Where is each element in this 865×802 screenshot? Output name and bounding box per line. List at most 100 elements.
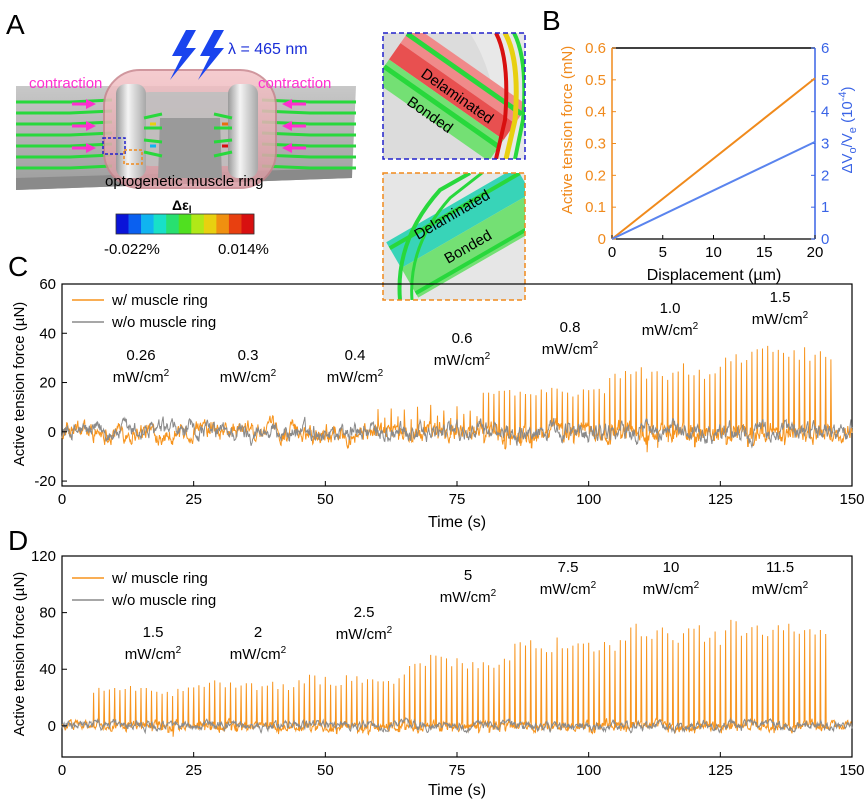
electrode-stripe bbox=[16, 131, 113, 137]
x-tick-label: 150 bbox=[839, 491, 864, 508]
intensity-label: 7.5 bbox=[558, 559, 579, 576]
colorbar-swatch bbox=[128, 214, 142, 234]
x-tick-label: 5 bbox=[659, 244, 667, 261]
ylabel-right-part: /V bbox=[839, 133, 856, 147]
ylabel-right-part: o bbox=[847, 147, 859, 153]
x-tick-label: 75 bbox=[449, 762, 466, 779]
electrode-stripe bbox=[261, 164, 356, 170]
panel-b-ylabel-right: ΔVo/Ve (10-4) bbox=[837, 86, 859, 173]
panel-b-ylabel-left: Active tension force (mN) bbox=[559, 46, 576, 214]
intensity-unit: mW/cm2 bbox=[440, 588, 497, 606]
colorbar-swatch bbox=[153, 214, 167, 234]
colorbar-swatch bbox=[228, 214, 242, 234]
inset-delaminated-bottom: Delaminated Bonded bbox=[382, 172, 526, 301]
y-tick-label: 40 bbox=[39, 661, 56, 678]
intensity-label: 0.26 bbox=[126, 347, 155, 364]
y-tick-label-right: 6 bbox=[821, 40, 829, 57]
intensity-unit: mW/cm2 bbox=[230, 645, 287, 663]
unit-superscript: 2 bbox=[593, 340, 599, 351]
y-tick-label-left: 0.1 bbox=[585, 199, 606, 216]
intensity-label: 2 bbox=[254, 624, 262, 641]
electrode-stripe bbox=[16, 153, 113, 159]
electrode-stripe bbox=[261, 120, 356, 126]
intensity-label: 0.3 bbox=[238, 347, 259, 364]
colorbar-swatch bbox=[241, 214, 255, 234]
x-tick-label: 125 bbox=[708, 762, 733, 779]
intensity-label: 0.6 bbox=[452, 330, 473, 347]
unit-superscript: 2 bbox=[281, 645, 287, 656]
x-tick-label: 25 bbox=[185, 762, 202, 779]
panel-d-xlabel: Time (s) bbox=[428, 782, 486, 799]
y-tick-label-right: 1 bbox=[821, 199, 829, 216]
x-tick-label: 15 bbox=[756, 244, 773, 261]
colorbar-swatch bbox=[216, 214, 230, 234]
y-tick-label-right: 5 bbox=[821, 72, 829, 89]
inset-delaminated-top: Delaminated Bonded bbox=[382, 32, 526, 160]
x-tick-label: 100 bbox=[576, 762, 601, 779]
series-line-with-muscle-ring bbox=[61, 345, 853, 453]
ylabel-right-part: -4 bbox=[837, 91, 849, 101]
y-tick-label: 40 bbox=[39, 325, 56, 342]
colorbar-title: Δεl bbox=[172, 197, 192, 216]
unit-superscript: 2 bbox=[176, 645, 182, 656]
unit-superscript: 2 bbox=[693, 321, 699, 332]
colorbar-swatch bbox=[116, 214, 129, 234]
intensity-label: 11.5 bbox=[766, 559, 794, 576]
y-tick-label: 60 bbox=[39, 276, 56, 293]
intensity-label: 10 bbox=[663, 559, 680, 576]
panel-b-letter: B bbox=[542, 5, 561, 36]
series-line-with-muscle-ring bbox=[61, 619, 853, 737]
electrode-stripe bbox=[16, 109, 113, 115]
electrode-stripe bbox=[16, 142, 113, 148]
electrode-stripe bbox=[261, 98, 356, 104]
y-tick-label-left: 0 bbox=[598, 231, 606, 248]
ylabel-right-part: (10 bbox=[839, 101, 856, 127]
colorbar-frame bbox=[115, 213, 255, 235]
intensity-unit: mW/cm2 bbox=[220, 368, 277, 386]
ylabel-right-part: e bbox=[847, 127, 859, 133]
intensity-unit: mW/cm2 bbox=[642, 321, 699, 339]
wavelength-label: λ = 465 nm bbox=[228, 41, 308, 58]
electrode-stripe bbox=[261, 142, 356, 148]
ylabel-right-part: ΔV bbox=[839, 154, 856, 174]
x-tick-label: 25 bbox=[185, 491, 202, 508]
y-tick-label: 120 bbox=[31, 548, 56, 565]
panel-c-ylabel: Active tension force (µN) bbox=[11, 302, 28, 467]
y-tick-label-left: 0.4 bbox=[585, 104, 606, 121]
unit-superscript: 2 bbox=[378, 368, 384, 379]
legend-label: w/o muscle ring bbox=[111, 314, 216, 331]
series-line-without-muscle-ring bbox=[61, 416, 853, 449]
arrow-icon bbox=[72, 99, 306, 153]
panel-b-xlabel: Displacement (µm) bbox=[647, 267, 782, 284]
y-tick-label: -20 bbox=[34, 473, 56, 490]
panel-c-xlabel: Time (s) bbox=[428, 514, 486, 531]
x-tick-label: 0 bbox=[608, 244, 616, 261]
intensity-label: 2.5 bbox=[354, 604, 375, 621]
y-tick-label-right: 4 bbox=[821, 104, 829, 121]
legend-label: w/ muscle ring bbox=[111, 292, 208, 309]
unit-superscript: 2 bbox=[164, 368, 170, 379]
panel-d-letter: D bbox=[8, 525, 28, 556]
electrode-stripe bbox=[16, 98, 113, 104]
unit-superscript: 2 bbox=[485, 351, 491, 362]
lightning-icon bbox=[170, 30, 224, 80]
intensity-unit: mW/cm2 bbox=[336, 625, 393, 643]
x-tick-label: 0 bbox=[58, 762, 66, 779]
panel-a: A bbox=[6, 9, 526, 301]
y-tick-label-right: 2 bbox=[821, 167, 829, 184]
unit-superscript: 2 bbox=[591, 580, 597, 591]
contraction-label-right: contraction bbox=[258, 75, 331, 92]
x-tick-label: 100 bbox=[576, 491, 601, 508]
intensity-label: 0.8 bbox=[560, 319, 581, 336]
colorbar-swatch bbox=[141, 214, 154, 234]
legend-label: w/ muscle ring bbox=[111, 570, 208, 587]
y-tick-label: 0 bbox=[48, 718, 56, 735]
electrode-stripe bbox=[16, 120, 113, 126]
intensity-unit: mW/cm2 bbox=[540, 580, 597, 598]
colorbar-swatch bbox=[191, 214, 205, 234]
intensity-unit: mW/cm2 bbox=[542, 340, 599, 358]
x-tick-label: 10 bbox=[705, 244, 722, 261]
series-line-right bbox=[611, 141, 816, 240]
colorbar-swatch bbox=[166, 214, 180, 234]
